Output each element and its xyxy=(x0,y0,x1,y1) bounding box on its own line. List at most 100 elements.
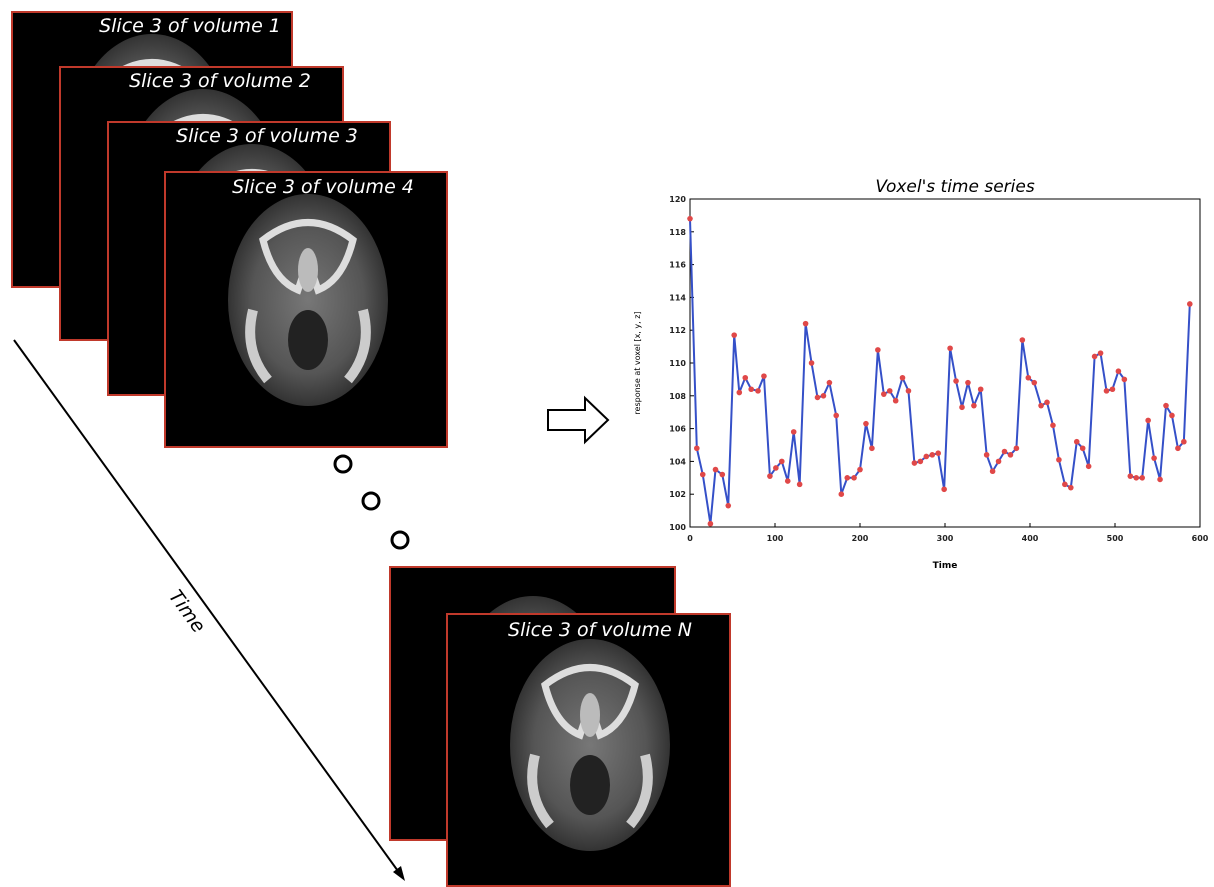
data-point xyxy=(748,386,754,393)
y-tick-label: 110 xyxy=(669,359,686,368)
y-tick-label: 104 xyxy=(669,457,686,466)
data-point xyxy=(712,466,719,473)
x-axis-label: Time xyxy=(933,561,958,571)
slice-label: Slice 3 of volume 1 xyxy=(99,15,281,37)
slice-n: Slice 3 of volume N xyxy=(446,613,731,887)
data-point xyxy=(1019,337,1026,343)
data-point xyxy=(947,345,953,352)
data-point xyxy=(899,374,906,381)
data-point xyxy=(736,389,743,396)
data-point xyxy=(826,379,833,386)
data-point xyxy=(767,473,773,479)
data-point xyxy=(784,478,791,484)
data-point xyxy=(802,320,809,327)
data-point xyxy=(917,458,924,465)
y-tick-label: 102 xyxy=(669,490,686,499)
data-point xyxy=(731,332,737,338)
slice-label: Slice 3 of volume 2 xyxy=(129,70,311,92)
y-tick-label: 120 xyxy=(669,195,686,204)
time-label: Time xyxy=(164,586,209,637)
x-tick-label: 0 xyxy=(687,534,693,543)
data-point xyxy=(1103,388,1110,394)
y-tick-label: 112 xyxy=(669,326,686,335)
data-point xyxy=(1097,350,1104,356)
data-point xyxy=(1091,353,1098,360)
data-point xyxy=(886,388,893,394)
data-point xyxy=(725,502,732,509)
x-tick-label: 100 xyxy=(767,534,784,543)
data-point xyxy=(959,404,965,411)
data-point xyxy=(1127,473,1134,479)
data-point xyxy=(761,373,767,379)
data-point xyxy=(687,215,693,222)
data-point xyxy=(1157,476,1163,483)
y-tick-label: 118 xyxy=(669,228,686,237)
data-point xyxy=(1187,301,1193,307)
data-point xyxy=(869,445,875,452)
y-tick-label: 100 xyxy=(669,523,686,532)
data-point xyxy=(755,388,761,394)
slice-4: Slice 3 of volume 4 xyxy=(164,171,448,448)
data-point xyxy=(1085,463,1092,470)
x-tick-label: 200 xyxy=(852,534,869,543)
data-point xyxy=(779,458,785,465)
data-point xyxy=(995,458,1002,465)
slice-label: Slice 3 of volume N xyxy=(508,619,692,641)
y-tick-label: 116 xyxy=(669,261,686,270)
data-point xyxy=(941,486,947,493)
data-point xyxy=(833,412,839,419)
data-point xyxy=(935,450,941,457)
slice-label: Slice 3 of volume 3 xyxy=(176,125,358,147)
data-point xyxy=(863,420,869,427)
x-tick-label: 600 xyxy=(1192,534,1209,543)
data-point xyxy=(965,379,971,386)
chart-title: Voxel's time series xyxy=(875,177,1035,197)
data-point xyxy=(881,391,887,397)
y-tick-label: 106 xyxy=(669,425,686,434)
data-point xyxy=(1031,379,1038,386)
y-tick-label: 114 xyxy=(669,293,686,302)
data-point xyxy=(1050,422,1056,429)
chart: Voxel's time series Time response at vox… xyxy=(633,177,1209,571)
data-point xyxy=(1175,445,1181,452)
data-point xyxy=(929,452,936,458)
data-point xyxy=(1115,368,1122,375)
data-point xyxy=(875,347,881,353)
data-point xyxy=(1151,455,1157,461)
data-point xyxy=(844,475,851,481)
data-point xyxy=(1068,484,1074,491)
data-point xyxy=(1001,448,1008,455)
data-point xyxy=(989,468,996,475)
y-axis-label: response at voxel [x, y, z] xyxy=(633,311,642,414)
data-point xyxy=(857,466,863,473)
data-point xyxy=(983,452,990,458)
data-point xyxy=(1073,438,1080,445)
y-tick-label: 108 xyxy=(669,392,686,401)
data-point xyxy=(905,388,912,394)
data-point xyxy=(1133,475,1140,481)
data-point xyxy=(1013,445,1020,452)
data-point xyxy=(1139,475,1145,481)
data-point xyxy=(1169,412,1175,419)
data-point xyxy=(1025,374,1032,381)
data-point xyxy=(1062,481,1068,488)
series-line xyxy=(689,218,1191,524)
data-point xyxy=(1007,452,1014,458)
data-point xyxy=(1079,445,1086,452)
data-point xyxy=(1163,402,1169,409)
data-point xyxy=(971,402,977,409)
ellipsis-dots xyxy=(333,454,410,550)
x-tick-label: 400 xyxy=(1022,534,1039,543)
hollow-arrow xyxy=(547,395,610,445)
data-point xyxy=(911,460,918,466)
data-point xyxy=(977,386,984,393)
data-point xyxy=(694,445,700,452)
x-tick-label: 500 xyxy=(1107,534,1124,543)
data-point xyxy=(707,520,714,527)
data-point xyxy=(1056,456,1062,463)
data-point xyxy=(892,397,899,404)
data-point xyxy=(953,378,959,384)
data-point xyxy=(838,491,845,498)
data-point xyxy=(808,360,815,366)
data-point xyxy=(773,465,779,471)
